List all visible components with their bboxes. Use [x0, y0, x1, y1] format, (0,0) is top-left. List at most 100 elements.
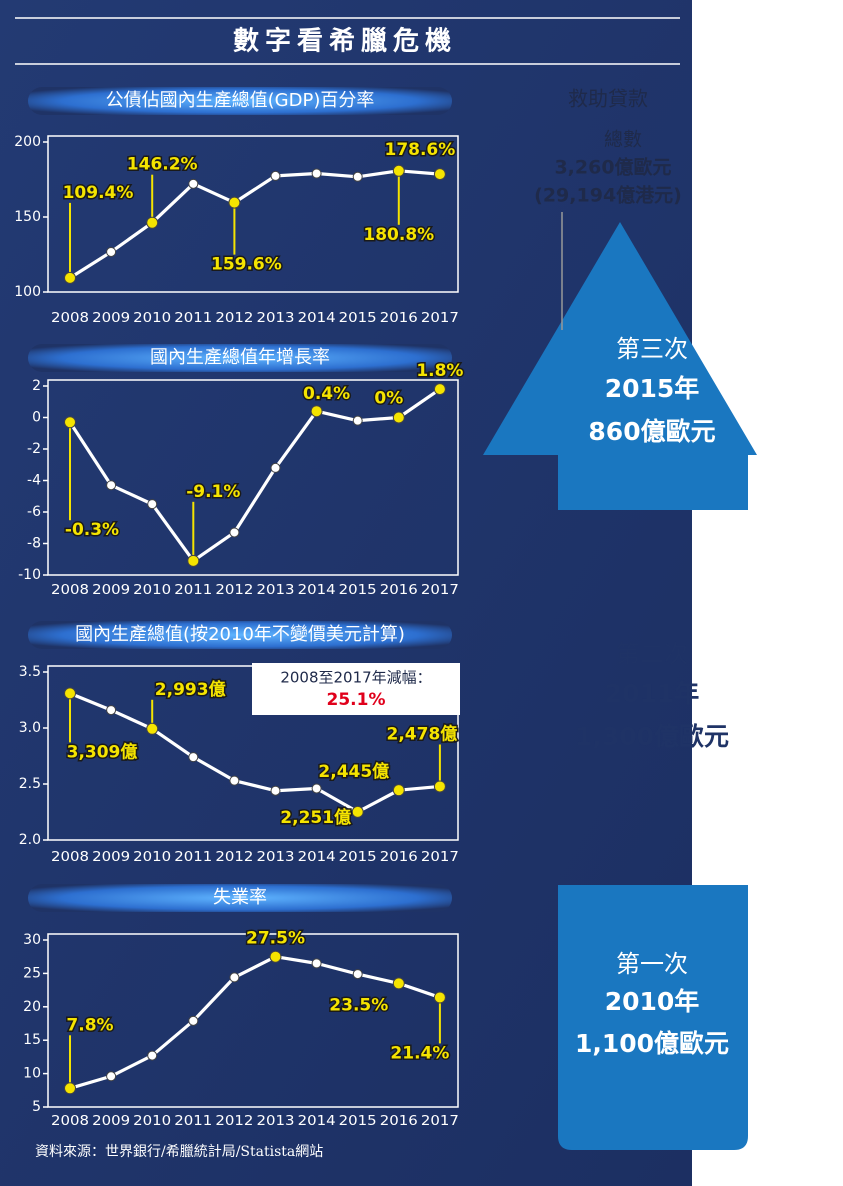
x-tick-label: 2016 [380, 849, 418, 865]
data-point [392, 411, 405, 424]
total: 3,260億歐元 [554, 156, 671, 179]
x-tick-label: 2011 [174, 1113, 212, 1129]
y-tick-label: 3.5 [19, 664, 41, 680]
y-tick-label: 15 [23, 1032, 41, 1048]
annotation: 2008至2017年減幅： [280, 669, 431, 687]
plot-frame [47, 379, 459, 576]
data-point [106, 1071, 117, 1082]
x-tick-label: 2017 [421, 849, 459, 865]
value-label: 2,993億 [155, 679, 226, 700]
value-label: 2,251億 [280, 807, 351, 828]
data-point [64, 687, 76, 700]
data-point [392, 164, 405, 177]
round-year: 2015年 [605, 374, 700, 403]
header-pill [28, 884, 452, 912]
x-tick-label: 2014 [298, 1113, 336, 1129]
data-point [188, 1015, 199, 1026]
header-pill [28, 621, 452, 649]
y-tick-label: 25 [23, 965, 41, 981]
y-tick-label: 20 [23, 999, 41, 1015]
round-year: 2011年 [605, 679, 700, 708]
value-label: 27.5% [246, 929, 305, 949]
x-tick-label: 2010 [133, 310, 171, 326]
value-label: 0.4% [303, 384, 350, 404]
data-point [229, 527, 240, 538]
data-point [147, 1050, 158, 1061]
chart-title: 國內生產總值年增長率 [150, 347, 330, 368]
data-point [351, 805, 364, 818]
x-tick-label: 2017 [421, 1113, 459, 1129]
y-tick-label: 200 [14, 134, 41, 150]
round-amount: 1,300億歐元 [575, 722, 729, 751]
value-label: 178.6% [384, 140, 455, 160]
x-tick-label: 2010 [133, 849, 171, 865]
data-point [106, 246, 117, 257]
value-label: 109.4% [63, 183, 134, 203]
value-label: 159.6% [211, 255, 282, 275]
x-tick-label: 2013 [257, 582, 295, 598]
data-point [146, 722, 159, 735]
data-point [64, 271, 76, 284]
page-title: 數字看希臘危機 [233, 26, 457, 57]
round-name: 第二次 [616, 640, 688, 668]
data-point [352, 171, 363, 182]
round-name: 第三次 [616, 335, 688, 363]
y-tick-label: -6 [27, 504, 41, 520]
y-tick-label: 3.0 [19, 720, 41, 736]
data-point [188, 752, 199, 763]
x-tick-label: 2008 [51, 1113, 89, 1129]
x-tick-label: 2016 [380, 1113, 418, 1129]
x-tick-label: 2009 [92, 1113, 130, 1129]
round-amount: 860億歐元 [588, 417, 715, 446]
x-tick-label: 2016 [380, 310, 418, 326]
x-tick-label: 2012 [215, 1113, 253, 1129]
round-year: 2010年 [605, 987, 700, 1016]
data-point [433, 780, 446, 793]
data-line [69, 169, 441, 280]
y-tick-label: 100 [14, 284, 41, 300]
data-point [270, 785, 281, 796]
data-point [433, 168, 446, 181]
y-tick-label: 0 [32, 410, 41, 426]
y-tick-label: 10 [23, 1066, 41, 1082]
y-tick-label: -2 [27, 441, 41, 457]
data-point [310, 405, 323, 418]
data-point [433, 991, 446, 1004]
x-tick-label: 2012 [215, 582, 253, 598]
y-tick-label: -4 [27, 473, 41, 489]
x-tick-label: 2014 [298, 582, 336, 598]
y-tick-label: 30 [23, 932, 41, 948]
x-tick-label: 2017 [421, 582, 459, 598]
data-point [187, 554, 200, 567]
value-label: -9.1% [186, 482, 240, 502]
x-tick-label: 2014 [298, 849, 336, 865]
y-tick-label: 2.5 [19, 776, 41, 792]
x-tick-label: 2009 [92, 849, 130, 865]
value-label: 180.8% [363, 225, 434, 245]
y-tick-label: 150 [14, 209, 41, 225]
data-point [392, 977, 405, 990]
y-tick-label: -8 [27, 536, 41, 552]
plot-frame [47, 933, 459, 1108]
annotation-value: 25.1% [327, 690, 386, 710]
x-tick-label: 2009 [92, 310, 130, 326]
data-point [433, 383, 446, 396]
x-tick-label: 2015 [339, 310, 377, 326]
x-tick-label: 2008 [51, 849, 89, 865]
x-tick-label: 2011 [174, 310, 212, 326]
chart-title: 公債佔國內生產總值(GDP)百分率 [106, 90, 375, 111]
round-name: 第一次 [616, 950, 688, 978]
source: 資料來源：世界銀行/希臘統計局/Statista網站 [35, 1144, 323, 1160]
data-point [270, 170, 281, 181]
y-tick-label: 2.0 [19, 832, 41, 848]
x-tick-label: 2013 [257, 310, 295, 326]
data-point [352, 415, 363, 426]
x-tick-label: 2015 [339, 1113, 377, 1129]
x-tick-label: 2013 [257, 1113, 295, 1129]
data-point [147, 499, 158, 510]
x-tick-label: 2010 [133, 582, 171, 598]
x-tick-label: 2015 [339, 849, 377, 865]
x-tick-label: 2012 [215, 849, 253, 865]
